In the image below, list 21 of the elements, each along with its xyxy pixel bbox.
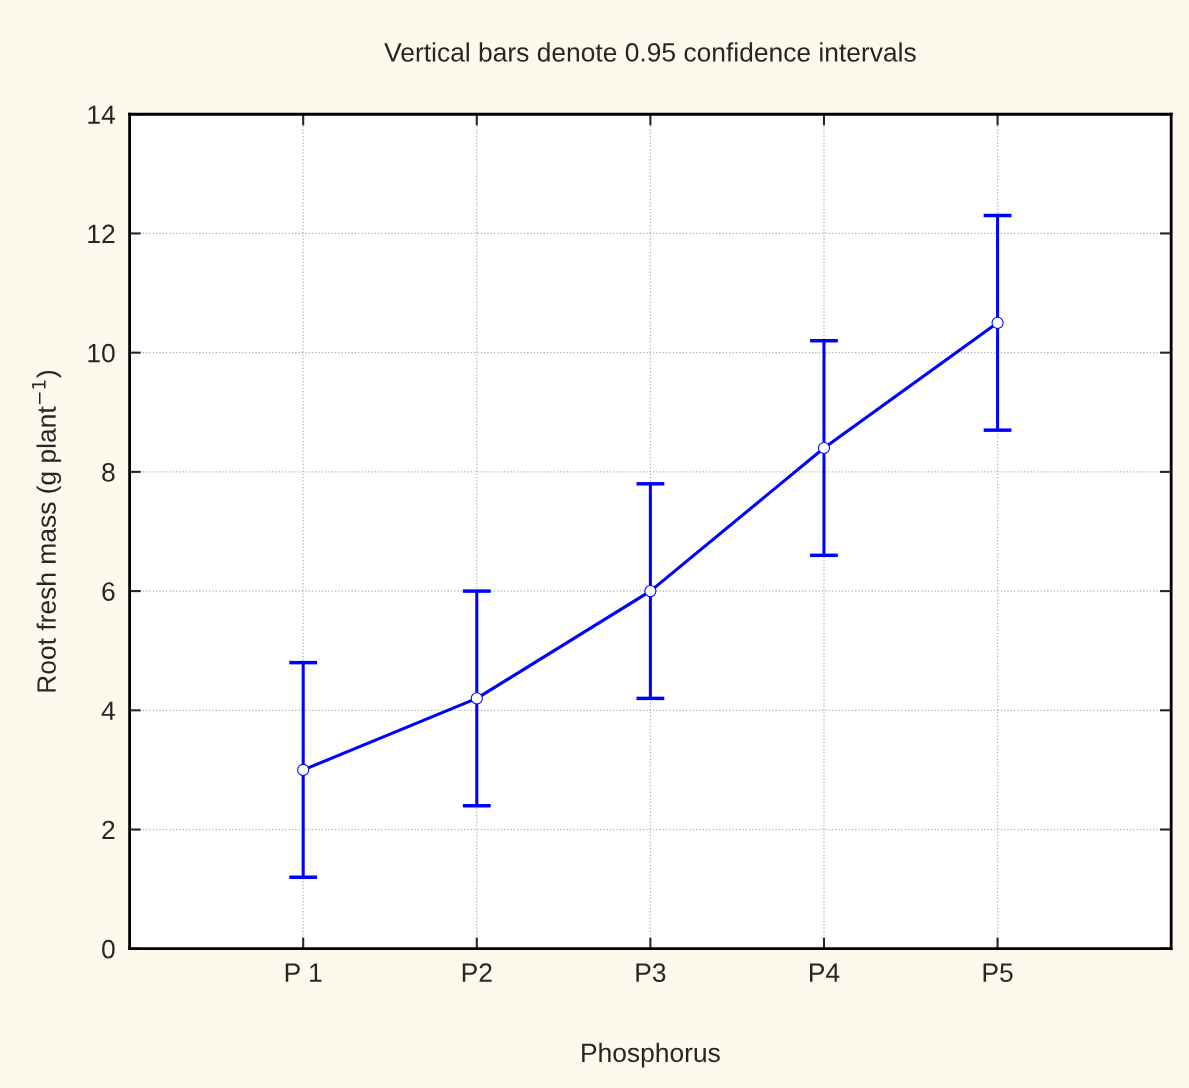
x-tick-label: P 1 — [285, 963, 322, 982]
x-tick-label: P5 — [983, 963, 1013, 983]
x-tick-label: P2 — [462, 963, 492, 982]
y-tick-label: 4 — [101, 701, 115, 720]
chart-title: Vertical bars denote 0.95 confidence intervals — [384, 42, 916, 62]
x-axis-title: Phosphorus — [582, 1042, 720, 1068]
y-axis-title: Root fresh mass (g plant$^{−1}$) — [32, 370, 62, 692]
point — [817, 441, 831, 455]
y-tick-label: 14 — [88, 105, 115, 124]
x-tick-label: P3 — [636, 963, 666, 983]
point — [470, 692, 483, 705]
y-tick-label: 2 — [102, 820, 115, 840]
point — [297, 763, 310, 776]
x-tick-label: P4 — [810, 963, 840, 982]
point — [644, 585, 657, 598]
y-tick-label: 6 — [102, 582, 115, 601]
y-tick-label: 8 — [102, 463, 115, 482]
y-tick-label: 0 — [102, 939, 115, 959]
y-tick-label: 12 — [88, 224, 115, 244]
point — [991, 316, 1004, 329]
y-tick-label: 10 — [88, 343, 115, 363]
